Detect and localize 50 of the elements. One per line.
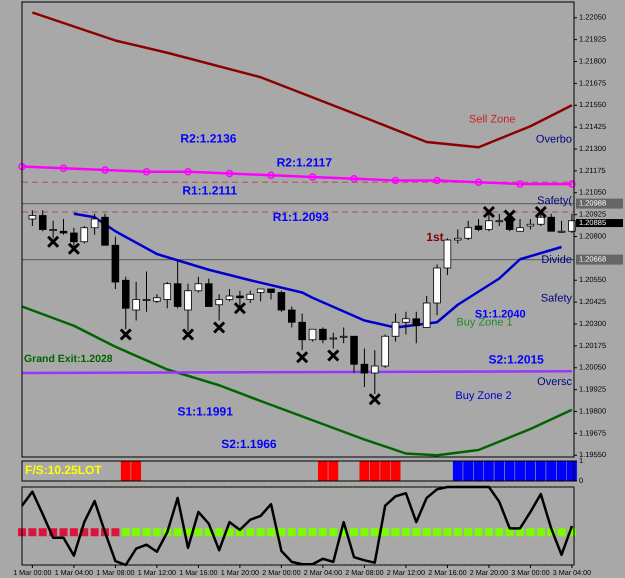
annotation: Grand Exit:1.2028 bbox=[24, 353, 113, 366]
candlestick bbox=[256, 288, 264, 302]
candlestick bbox=[163, 282, 172, 309]
candlestick bbox=[28, 210, 36, 226]
candlestick bbox=[288, 306, 296, 328]
candlestick bbox=[319, 327, 327, 344]
candlestick bbox=[412, 311, 420, 344]
annotation: Divide bbox=[541, 254, 572, 266]
candlestick bbox=[402, 311, 410, 335]
candlestick bbox=[360, 348, 368, 388]
candlestick bbox=[194, 276, 202, 293]
annotation: S2:1.1966 bbox=[221, 437, 277, 452]
candlestick bbox=[298, 313, 306, 351]
annotation: F/S:10.25LOT bbox=[25, 463, 102, 478]
annotation: Safety bbox=[540, 292, 572, 305]
annotation: Oversc bbox=[537, 376, 572, 388]
candlestick bbox=[80, 226, 88, 244]
annotation: S1:1.1991 bbox=[177, 404, 234, 418]
candlestick bbox=[371, 350, 379, 394]
candlestick bbox=[464, 220, 472, 240]
candlestick bbox=[278, 290, 286, 312]
annotation: Sell Zone bbox=[469, 113, 516, 126]
candlestick bbox=[60, 218, 68, 236]
candlestick bbox=[246, 290, 254, 304]
annotation: Safety( bbox=[537, 195, 572, 208]
candlestick bbox=[38, 210, 47, 232]
candlestick bbox=[526, 218, 534, 230]
candlestick bbox=[547, 213, 555, 232]
candlestick bbox=[267, 288, 275, 300]
annotation: R1:1.2093 bbox=[272, 210, 330, 224]
annotation: Buy Zone 2 bbox=[455, 390, 512, 402]
candlestick bbox=[392, 313, 400, 342]
annotation: R2:1.2136 bbox=[180, 132, 237, 146]
candlestick bbox=[142, 271, 150, 312]
candlestick bbox=[174, 260, 182, 309]
annotation: 1st bbox=[426, 230, 444, 244]
candlestick bbox=[454, 229, 462, 244]
candlestick bbox=[90, 213, 98, 236]
candlestick bbox=[474, 218, 482, 232]
annotation: R1:1.2111 bbox=[182, 183, 238, 198]
annotation: Overbo bbox=[536, 133, 572, 146]
candlestick bbox=[226, 288, 234, 302]
candlestick bbox=[215, 294, 223, 321]
candlestick bbox=[132, 282, 140, 321]
annotation: S2:1.2015 bbox=[488, 352, 544, 367]
candlestick bbox=[204, 278, 213, 307]
candlestick bbox=[516, 218, 524, 232]
candlestick bbox=[330, 332, 338, 349]
candlestick bbox=[308, 328, 316, 342]
annotation: R2:1.2117 bbox=[276, 155, 332, 170]
